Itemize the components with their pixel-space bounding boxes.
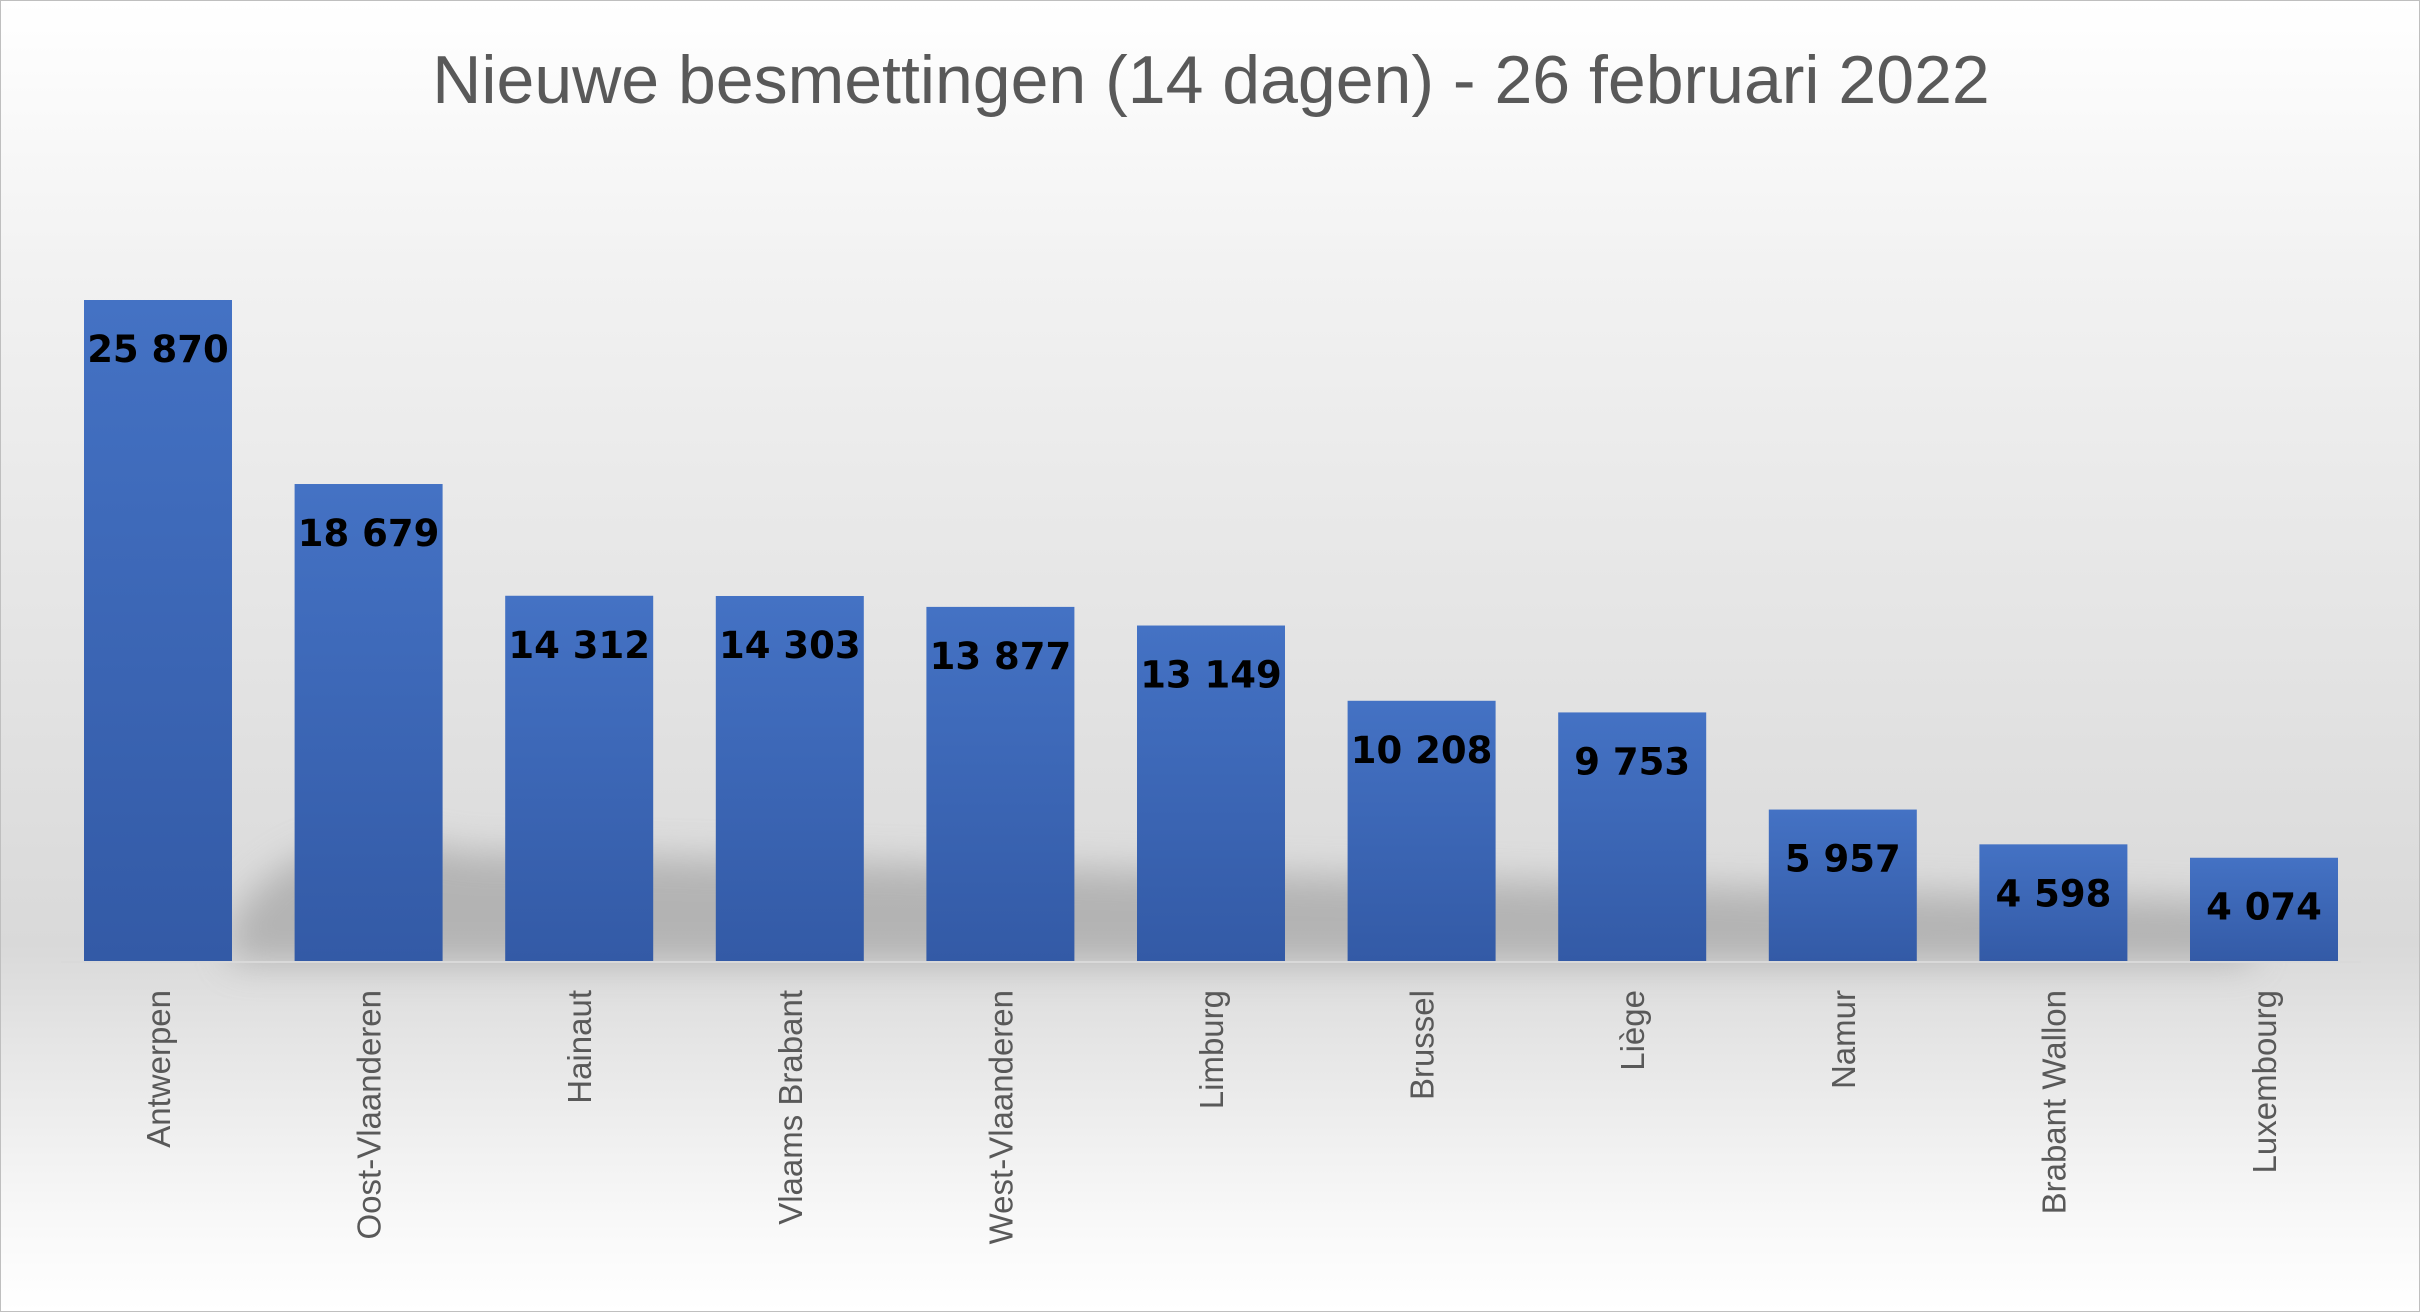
category-label: Vlaams Brabant [772,990,809,1225]
category-label: Luxembourg [2246,990,2283,1173]
category-label: Hainaut [561,990,598,1104]
bar-luxembourg [2190,857,2338,962]
data-label: 10 208 [1351,729,1493,772]
bar-oost-vlaanderen [294,484,443,962]
category-label: Brabant Wallon [2035,990,2072,1214]
bar-limburg [1137,625,1285,962]
data-label: 5 957 [1785,838,1901,881]
category-label: Liège [1614,990,1651,1071]
category-label: Oost-Vlaanderen [351,990,388,1239]
bar-west-vlaanderen [926,606,1075,962]
data-label: 14 303 [719,624,861,667]
bar-antwerpen [84,300,232,962]
data-label: 9 753 [1574,740,1690,783]
data-label: 4 598 [1995,872,2111,915]
chart-title: Nieuwe besmettingen (14 dagen) - 26 febr… [432,42,1990,118]
data-label: 13 877 [930,635,1072,678]
data-label: 13 149 [1140,654,1282,697]
bar-hainaut [505,595,654,962]
category-label: West-Vlaanderen [982,990,1019,1244]
data-label: 18 679 [298,512,440,555]
category-label: Namur [1825,990,1862,1089]
bar-namur [1768,809,1917,962]
data-label: 25 870 [87,328,229,371]
bar-vlaams-brabant [715,595,864,962]
bar-brabant-wallon [1979,844,2128,962]
bar-brussel [1347,700,1496,962]
category-label: Antwerpen [140,990,177,1148]
data-label: 4 074 [2206,886,2322,929]
bar-li-ge [1558,712,1707,962]
category-label: Brussel [1404,990,1441,1100]
data-label: 14 312 [508,624,650,667]
category-label: Limburg [1193,990,1230,1109]
